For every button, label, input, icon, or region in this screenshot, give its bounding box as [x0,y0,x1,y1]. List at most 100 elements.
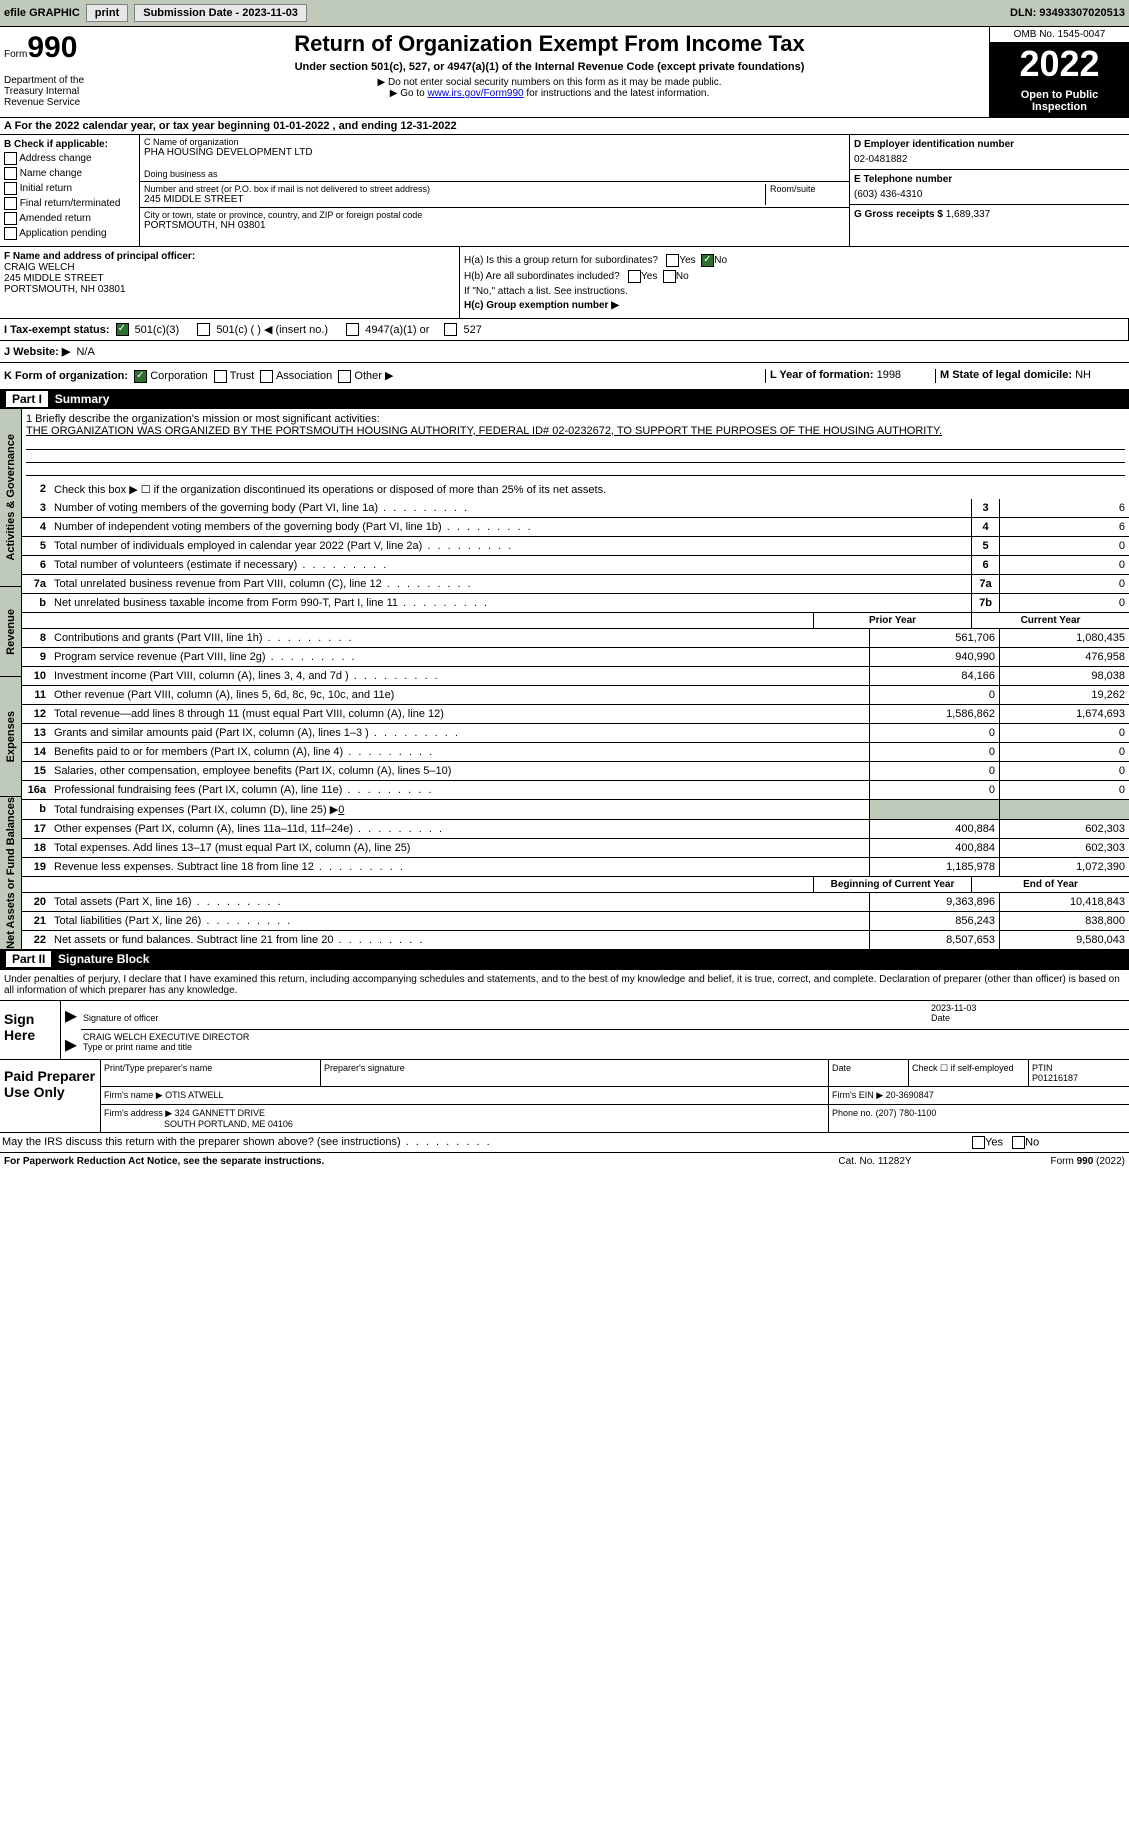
line20-begin: 9,363,896 [869,893,999,911]
tax-status-label: I Tax-exempt status: [4,324,110,336]
check-amended-return[interactable]: Amended return [4,212,135,225]
discuss-yes: Yes [985,1136,1003,1148]
line16b-prior-shade [869,800,999,819]
line-7a: 7aTotal unrelated business revenue from … [22,574,1129,593]
submission-date-button[interactable]: Submission Date - 2023-11-03 [134,4,307,22]
check-501c[interactable] [197,323,210,336]
line-8: 8Contributions and grants (Part VIII, li… [22,628,1129,647]
part2-header: Part II Signature Block [0,949,1129,969]
state-domicile-label: M State of legal domicile: [940,369,1072,381]
sign-here-label: Sign Here [0,1001,60,1059]
check-address-change[interactable]: Address change [4,152,135,165]
hb-yes-check[interactable] [628,270,641,283]
website-label: J Website: ▶ [4,346,70,358]
prep-phone: Phone no. (207) 780-1100 [829,1105,1129,1132]
ein-value: 02-0481882 [854,154,1125,165]
line7b-boxnum: 7b [971,594,999,612]
form-subtitle: Under section 501(c), 527, or 4947(a)(1)… [114,61,985,73]
line6-text: Total number of volunteers (estimate if … [52,556,971,574]
opt-501c: 501(c) ( ) ◀ (insert no.) [216,323,328,336]
gross-receipts-value: 1,689,337 [946,209,991,220]
check-527[interactable] [444,323,457,336]
hc-label: H(c) Group exemption number ▶ [464,300,1125,311]
line16b-value: 0 [338,804,344,816]
irs-link[interactable]: www.irs.gov/Form990 [427,88,523,99]
row-fh: F Name and address of principal officer:… [0,246,1129,318]
check-4947[interactable] [346,323,359,336]
hb-no-check[interactable] [663,270,676,283]
check-501c3[interactable] [116,323,129,336]
line15-prior: 0 [869,762,999,780]
ha-yes-check[interactable] [666,254,679,267]
line-9: 9Program service revenue (Part VIII, lin… [22,647,1129,666]
org-name-label: C Name of organization [144,137,845,147]
line-5: 5Total number of individuals employed in… [22,536,1129,555]
check-initial-return[interactable]: Initial return [4,182,135,195]
summary-content: 1 Briefly describe the organization's mi… [22,409,1129,949]
opt-corp: Corporation [150,370,207,382]
omb-number: OMB No. 1545-0047 [990,27,1129,43]
line19-text: Revenue less expenses. Subtract line 18 … [52,858,869,876]
line21-end: 838,800 [999,912,1129,930]
part1-name: Summary [55,392,110,406]
line-21: 21Total liabilities (Part X, line 26)856… [22,911,1129,930]
line-7b: bNet unrelated business taxable income f… [22,593,1129,612]
instruction-2: ▶ Go to www.irs.gov/Form990 for instruct… [114,88,985,99]
line7a-boxnum: 7a [971,575,999,593]
check-association[interactable] [260,370,273,383]
line-15: 15Salaries, other compensation, employee… [22,761,1129,780]
form-number-block: Form990 Department of the Treasury Inter… [0,27,110,112]
efile-label: efile GRAPHIC [4,7,80,19]
opt-501c3: 501(c)(3) [135,324,180,336]
th-prior-year: Prior Year [813,613,971,628]
line7b-text: Net unrelated business taxable income fr… [52,594,971,612]
check-trust[interactable] [214,370,227,383]
signature-section: Under penalties of perjury, I declare th… [0,969,1129,1152]
city-value: PORTSMOUTH, NH 03801 [144,220,845,231]
line7a-text: Total unrelated business revenue from Pa… [52,575,971,593]
footer-paperwork: For Paperwork Reduction Act Notice, see … [4,1156,775,1167]
discuss-no-check[interactable] [1012,1136,1025,1149]
netassets-table-header: Beginning of Current Year End of Year [22,876,1129,892]
print-button[interactable]: print [86,4,128,22]
box-h: H(a) Is this a group return for subordin… [460,247,1129,318]
org-name-row: C Name of organization PHA HOUSING DEVEL… [140,135,849,182]
line15-text: Salaries, other compensation, employee b… [52,762,869,780]
sign-fields: ▸ Signature of officer 2023-11-03Date ▸ … [60,1001,1129,1059]
box-j: J Website: ▶ N/A [0,340,1129,362]
footer-formnum: Form 990 (2022) [975,1156,1125,1167]
line18-prior: 400,884 [869,839,999,857]
check-corporation[interactable] [134,370,147,383]
line-19: 19Revenue less expenses. Subtract line 1… [22,857,1129,876]
check-other[interactable] [338,370,351,383]
line13-text: Grants and similar amounts paid (Part IX… [52,724,869,742]
part1-title: Part I [6,391,48,407]
prep-name-label: Print/Type preparer's name [101,1060,321,1086]
phone-value: (603) 436-4310 [854,189,1125,200]
check-final-return[interactable]: Final return/terminated [4,197,135,210]
ha-no-check[interactable] [701,254,714,267]
instr2-pre: ▶ Go to [390,88,428,99]
form-header: Form990 Department of the Treasury Inter… [0,26,1129,117]
hb-label: H(b) Are all subordinates included? [464,271,620,282]
vtab-activities-governance: Activities & Governance [0,409,22,587]
th-current-year: Current Year [971,613,1129,628]
box-g: G Gross receipts $ 1,689,337 [850,205,1129,224]
line16a-prior: 0 [869,781,999,799]
check-application-pending[interactable]: Application pending [4,227,135,240]
line4-text: Number of independent voting members of … [52,518,971,536]
discuss-yes-check[interactable] [972,1136,985,1149]
prep-row-3: Firm's address ▶ 324 GANNETT DRIVE SOUTH… [101,1105,1129,1132]
line18-text: Total expenses. Add lines 13–17 (must eq… [52,839,869,857]
ha-row: H(a) Is this a group return for subordin… [464,254,1125,267]
state-domicile-value: NH [1075,369,1091,381]
yes-label-2: Yes [641,271,657,282]
box-d: D Employer identification number 02-0481… [850,135,1129,170]
line22-begin: 8,507,653 [869,931,999,949]
box-e: E Telephone number (603) 436-4310 [850,170,1129,205]
check-name-change[interactable]: Name change [4,167,135,180]
officer-label: F Name and address of principal officer: [4,251,455,262]
website-value: N/A [76,346,94,358]
box-i: I Tax-exempt status: 501(c)(3) 501(c) ( … [0,318,1129,340]
line-11: 11Other revenue (Part VIII, column (A), … [22,685,1129,704]
